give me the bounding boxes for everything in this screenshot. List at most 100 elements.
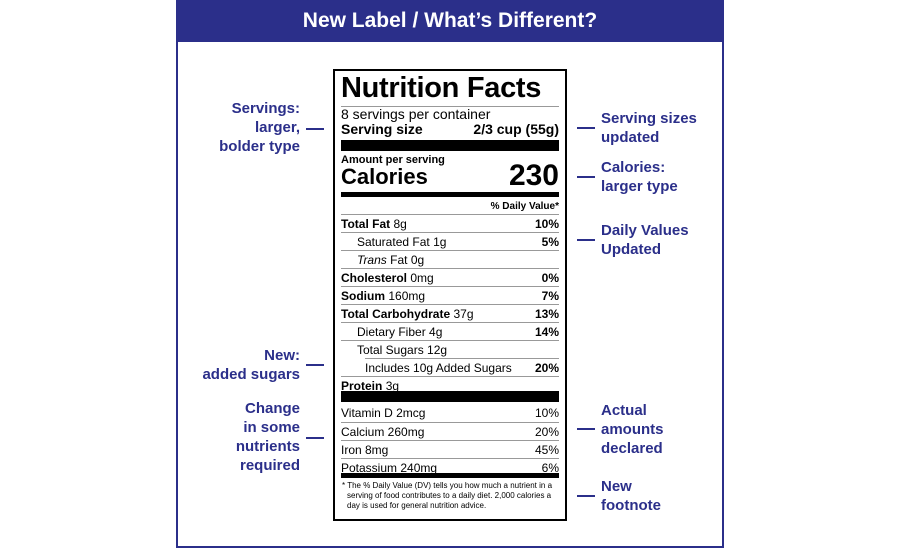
dv-header: % Daily Value* <box>490 201 559 212</box>
nutrient-name: Trans <box>357 253 387 267</box>
page-title: New Label / What’s Different? <box>176 0 724 42</box>
vitamin-row: Iron 8mg 45% <box>341 440 559 459</box>
servings-per-container: 8 servings per container <box>341 106 491 122</box>
calories-value: 230 <box>508 159 559 192</box>
annotation-line: bolder type <box>219 138 300 155</box>
nutrient-amount: 3g <box>385 379 400 393</box>
annotation-line: Serving sizes <box>601 110 697 127</box>
vitamin-name: Potassium 240mg <box>341 461 438 475</box>
annotation-line: Servings: <box>231 100 300 117</box>
annotation-line: larger, <box>254 119 300 136</box>
nutrient-dv: 7% <box>541 289 559 303</box>
annotation-dash <box>577 176 595 178</box>
annotation-dash <box>306 128 324 130</box>
vitamin-row: Vitamin D 2mcg 10% <box>341 404 559 422</box>
nutrient-amount: 8g <box>393 217 407 231</box>
nutrient-name: Includes 10g Added Sugars <box>365 361 512 375</box>
nutrient-row: Includes 10g Added Sugars 20% <box>365 358 559 377</box>
annotation-line: footnote <box>601 497 661 514</box>
nutrient-name: Protein <box>341 379 383 393</box>
annotation-line: updated <box>601 129 660 146</box>
annotation-line: added sugars <box>202 366 300 383</box>
annotation-right: New footnote <box>601 477 661 515</box>
annotation-line: Actual <box>601 402 647 419</box>
nutrient-row: Total Fat 8g 10% <box>341 214 559 233</box>
nutrient-row: Trans Fat 0g <box>341 250 559 269</box>
nutrient-name: Dietary Fiber <box>357 325 426 339</box>
nutrient-amount: 160mg <box>388 289 426 303</box>
annotation-line: required <box>239 457 300 474</box>
nutrient-amount: Fat 0g <box>390 253 425 267</box>
annotation-line: amounts <box>601 421 664 438</box>
annotation-line: Daily Values <box>601 222 689 239</box>
vitamin-dv: 45% <box>534 443 559 457</box>
nutrient-name: Total Fat <box>341 217 391 231</box>
annotation-left: New: added sugars <box>202 346 300 384</box>
annotation-dash <box>577 428 595 430</box>
serving-size-row: Serving size 2/3 cup (55g) <box>341 121 559 138</box>
nutrient-dv: 14% <box>534 325 559 339</box>
annotation-dash <box>577 495 595 497</box>
annotation-right: Serving sizes updated <box>601 109 697 147</box>
annotation-line: New <box>601 478 632 495</box>
nutrient-row: Protein 3g <box>341 376 559 395</box>
vitamin-row: Calcium 260mg 20% <box>341 422 559 441</box>
nutrient-row: Sodium 160mg 7% <box>341 286 559 305</box>
nutrient-dv: 5% <box>541 235 559 249</box>
nutrient-name: Saturated Fat <box>357 235 430 249</box>
vitamin-name: Calcium 260mg <box>341 425 425 439</box>
annotation-dash <box>577 239 595 241</box>
amount-per-serving: Amount per serving <box>341 154 445 166</box>
nutrient-name: Sodium <box>341 289 385 303</box>
annotation-dash <box>306 364 324 366</box>
thick-divider <box>341 391 559 402</box>
label-title: Nutrition Facts <box>341 72 542 104</box>
calories-label: Calories <box>341 164 428 189</box>
annotation-line: Calories: <box>601 159 666 176</box>
medium-divider <box>341 192 559 197</box>
thick-divider <box>341 140 559 151</box>
nutrient-dv: 20% <box>534 361 559 375</box>
annotation-line: Updated <box>601 241 661 258</box>
annotation-line: New: <box>264 347 300 364</box>
annotation-left: Change in some nutrients required <box>236 399 300 475</box>
nutrient-name: Total Sugars <box>357 343 424 357</box>
annotation-line: in some <box>243 419 300 436</box>
nutrient-name: Cholesterol <box>341 271 408 285</box>
nutrition-facts-label: Nutrition Facts 8 servings per container… <box>333 69 567 521</box>
annotation-left: Servings: larger, bolder type <box>219 99 300 156</box>
nutrient-dv: 0% <box>541 271 559 285</box>
annotation-line: nutrients <box>235 438 300 455</box>
annotation-right: Actual amounts declared <box>601 401 664 458</box>
annotation-right: Daily Values Updated <box>601 221 689 259</box>
nutrient-name: Total Carbohydrate <box>341 307 451 321</box>
calories-row: Calories 230 <box>341 159 559 192</box>
nutrient-amount: 1g <box>433 235 447 249</box>
medium-divider <box>341 473 559 478</box>
nutrient-amount: 0mg <box>410 271 434 285</box>
nutrient-row: Total Carbohydrate 37g 13% <box>341 304 559 323</box>
annotation-line: declared <box>601 440 663 457</box>
serving-size-value: 2/3 cup (55g) <box>473 121 559 137</box>
vitamin-dv: 20% <box>534 425 559 439</box>
nutrient-row: Saturated Fat 1g 5% <box>341 232 559 251</box>
nutrient-dv: 10% <box>534 217 559 231</box>
vitamin-name: Vitamin D 2mcg <box>341 406 426 420</box>
vitamin-dv: 6% <box>541 461 559 475</box>
annotation-dash <box>577 127 595 129</box>
frame-border <box>176 0 724 548</box>
annotation-line: Change <box>244 400 300 417</box>
nutrient-row: Total Sugars 12g <box>341 340 559 359</box>
nutrient-amount: 12g <box>427 343 448 357</box>
nutrient-amount: 37g <box>453 307 474 321</box>
footnote: * The % Daily Value (DV) tells you how m… <box>342 481 553 510</box>
annotation-dash <box>306 437 324 439</box>
nutrient-row: Dietary Fiber 4g 14% <box>341 322 559 341</box>
annotation-right: Calories: larger type <box>601 158 678 196</box>
annotation-line: larger type <box>601 178 678 195</box>
vitamin-dv: 10% <box>534 406 559 420</box>
nutrient-row: Cholesterol 0mg 0% <box>341 268 559 287</box>
nutrient-dv: 13% <box>534 307 559 321</box>
nutrient-amount: 4g <box>429 325 443 339</box>
vitamin-row: Potassium 240mg 6% <box>341 458 559 477</box>
